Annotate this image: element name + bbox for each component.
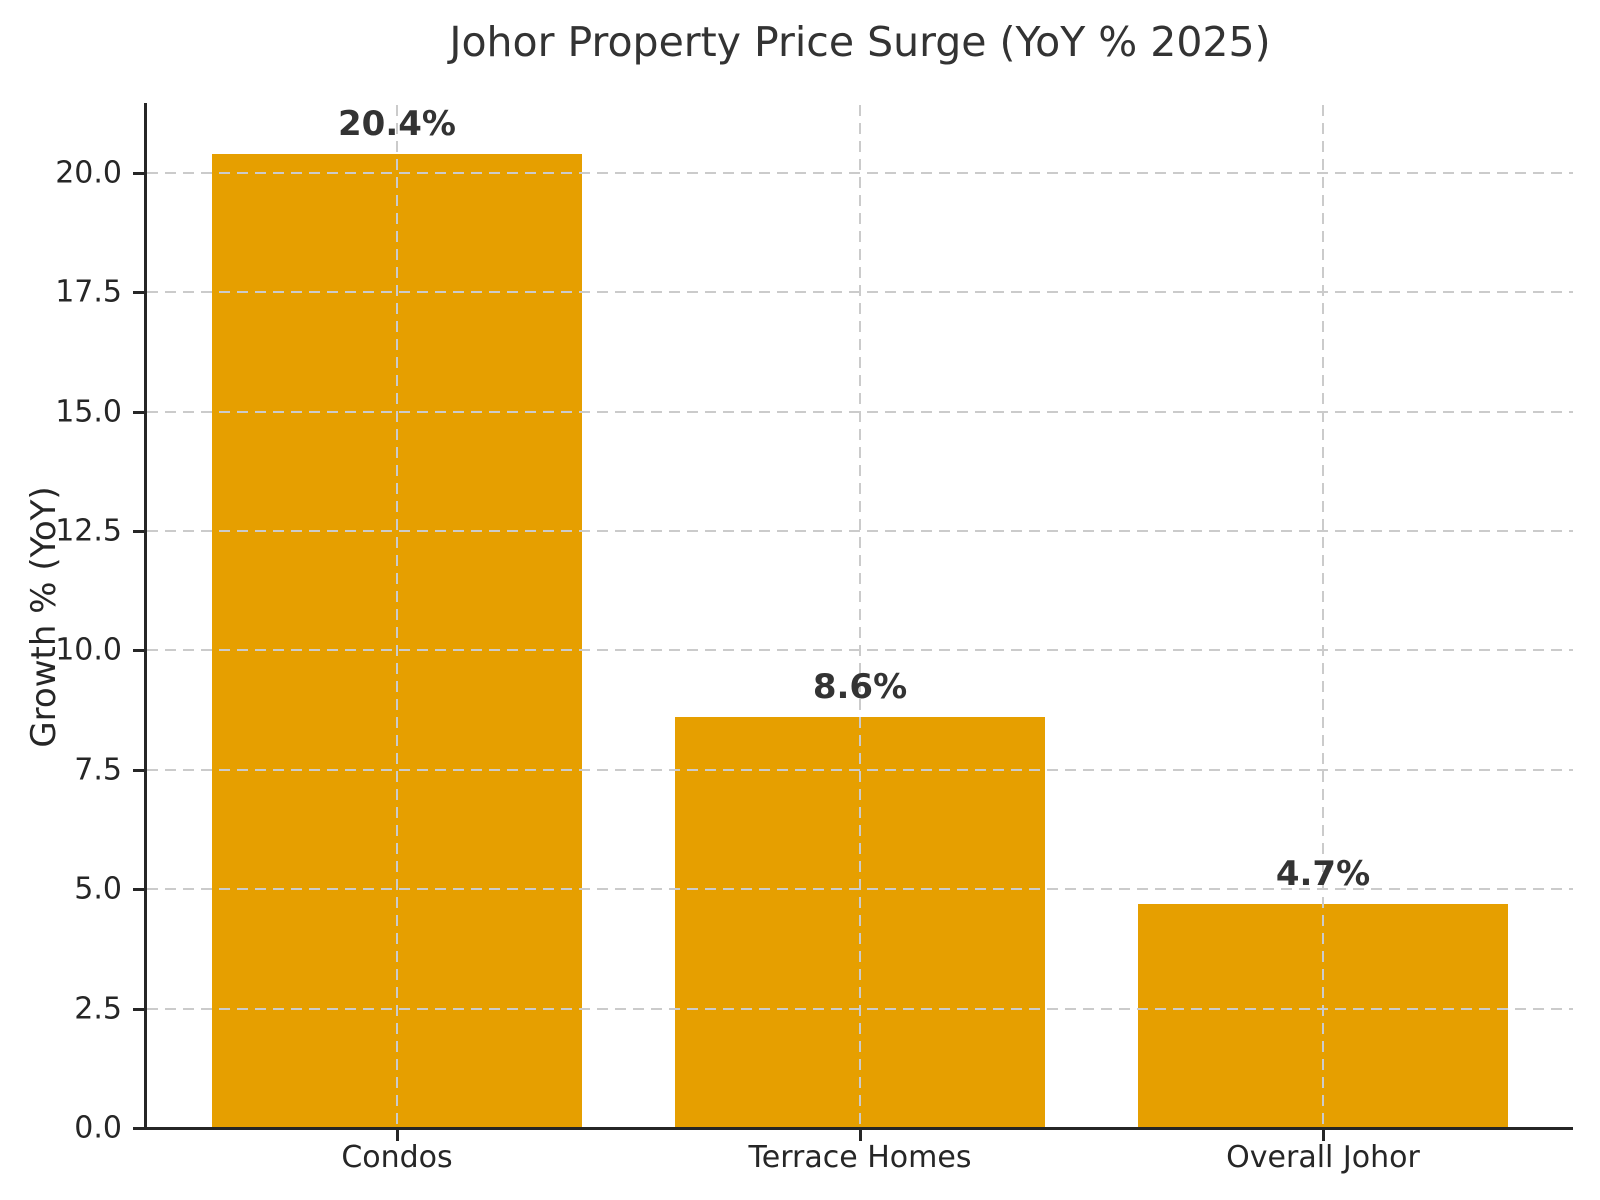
x-axis-tick-label-condos: Condos xyxy=(341,1140,453,1175)
y-axis-tick-label: 5.0 xyxy=(74,871,122,907)
gridline-vertical xyxy=(1321,105,1324,1128)
y-axis-tick xyxy=(133,649,145,653)
bar-value-label-terrace-homes: 8.6% xyxy=(812,667,908,708)
y-axis-tick xyxy=(133,530,145,533)
y-axis-tick xyxy=(133,888,145,892)
x-axis-tick-label-terrace-homes: Terrace Homes xyxy=(748,1140,972,1175)
x-axis-spine xyxy=(144,1127,1573,1130)
y-axis-tick xyxy=(133,171,145,175)
y-axis-tick xyxy=(133,410,145,414)
y-axis-tick xyxy=(133,768,145,772)
plot-area xyxy=(147,105,1573,1128)
y-axis-tick xyxy=(133,1007,145,1011)
x-axis-tick xyxy=(396,1130,399,1141)
y-axis-tick-label: 0.0 xyxy=(74,1110,122,1146)
chart-title: Johor Property Price Surge (YoY % 2025) xyxy=(449,18,1271,66)
x-axis-tick-label-overall-johor: Overall Johor xyxy=(1226,1140,1420,1175)
gridline-vertical xyxy=(396,105,398,1128)
y-axis-spine xyxy=(144,103,147,1130)
y-axis-tick-label: 15.0 xyxy=(55,394,122,430)
bar-value-label-condos: 20.4% xyxy=(338,103,456,144)
x-axis-tick xyxy=(1321,1130,1325,1141)
y-axis-tick-label: 20.0 xyxy=(55,155,122,191)
y-axis-tick-label: 10.0 xyxy=(55,632,122,668)
y-axis-tick xyxy=(133,291,145,295)
y-axis-tick-label: 12.5 xyxy=(55,513,122,549)
bar-value-label-overall-johor: 4.7% xyxy=(1275,853,1371,894)
gridline-vertical xyxy=(859,105,861,1128)
x-axis-tick xyxy=(859,1130,862,1141)
y-axis-tick-label: 7.5 xyxy=(74,752,122,788)
y-axis-tick-label: 17.5 xyxy=(55,274,122,310)
y-axis-tick xyxy=(133,1127,145,1130)
y-axis-tick-label: 2.5 xyxy=(74,991,122,1027)
